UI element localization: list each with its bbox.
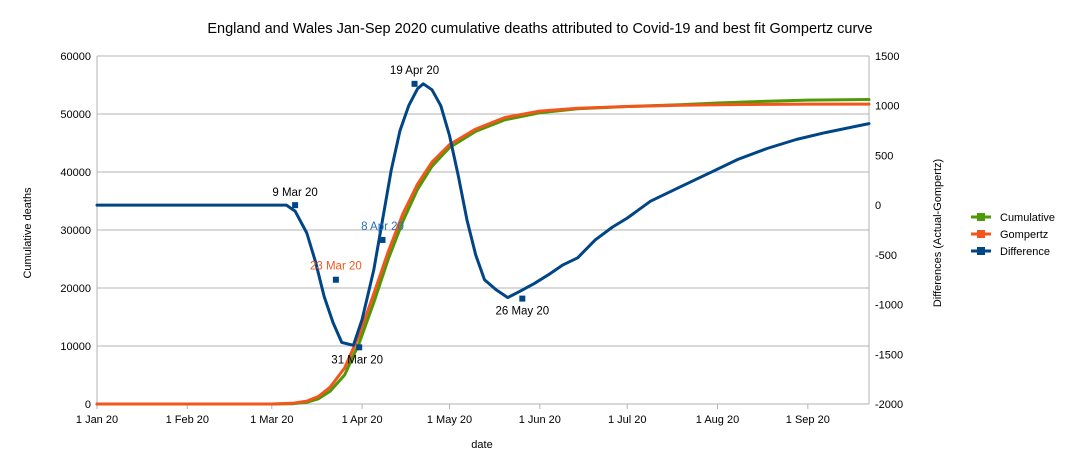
annotation-marker [411,80,418,87]
annotations: 9 Mar 20 23 Mar 20 31 Mar 20 8 Apr 20 19 Apr… [272,65,549,366]
annotation-marker [332,276,339,283]
y2-tick-label: -2000 [875,399,903,411]
x-tick-label: 1 Apr 20 [342,414,383,426]
annotation-marker [519,295,526,302]
y-tick-label: 20000 [60,283,91,295]
x-tick-label: 1 Aug 20 [696,414,739,426]
legend-label: Gompertz [1000,229,1048,241]
x-tick-label: 1 Mar 20 [250,414,293,426]
series-line-difference [95,82,871,347]
series-line-cumulative [95,98,871,406]
series-lines [95,82,871,406]
legend-swatch-marker [977,230,985,238]
legend-label: Cumulative [1000,212,1055,224]
annotation-label: 19 Apr 20 [390,65,439,77]
y-tick-label: 50000 [60,109,91,121]
x-tick-label: 1 Jan 20 [76,414,118,426]
annotation-label: 26 May 20 [495,306,549,318]
y2-tick-label: -500 [875,250,897,262]
annotation-marker [292,202,299,209]
legend-swatch-marker [977,247,985,255]
annotation-marker [356,344,363,351]
x-tick-label: 1 May 20 [427,414,472,426]
annotation-label: 23 Mar 20 [310,261,362,273]
y2-axis-label: Differences (Actual-Gompertz) [932,159,944,307]
y-axis-label: Cumulative deaths [22,187,34,279]
axes: 0100002000030000400005000060000-2000-150… [60,51,903,426]
annotation-marker [379,236,386,243]
annotation-label: 9 Mar 20 [272,187,317,199]
y2-tick-label: 500 [875,150,893,162]
y2-tick-label: 1000 [875,101,899,113]
y-tick-label: 30000 [60,225,91,237]
x-tick-label: 1 Jun 20 [519,414,561,426]
y-tick-label: 40000 [60,167,91,179]
legend-label: Difference [1000,246,1050,258]
chart-title: England and Wales Jan-Sep 2020 cumulativ… [207,21,872,37]
y-tick-label: 0 [85,399,91,411]
x-tick-label: 1 Feb 20 [166,414,209,426]
y2-tick-label: -1000 [875,300,903,312]
grid-lines [97,55,869,405]
y-tick-label: 60000 [60,51,91,63]
annotation-label: 31 Mar 20 [331,354,383,366]
legend: Cumulative Gompertz Difference [971,212,1055,258]
x-tick-label: 1 Sep 20 [786,414,830,426]
x-tick-label: 1 Jul 20 [608,414,647,426]
series-line-gompertz [95,102,871,406]
y-tick-label: 10000 [60,341,91,353]
legend-swatch-marker [977,213,985,221]
y2-tick-label: 0 [875,200,881,212]
y2-tick-label: 1500 [875,51,899,63]
y2-tick-label: -1500 [875,349,903,361]
x-axis-label: date [471,439,492,451]
annotation-label: 8 Apr 20 [361,221,404,233]
